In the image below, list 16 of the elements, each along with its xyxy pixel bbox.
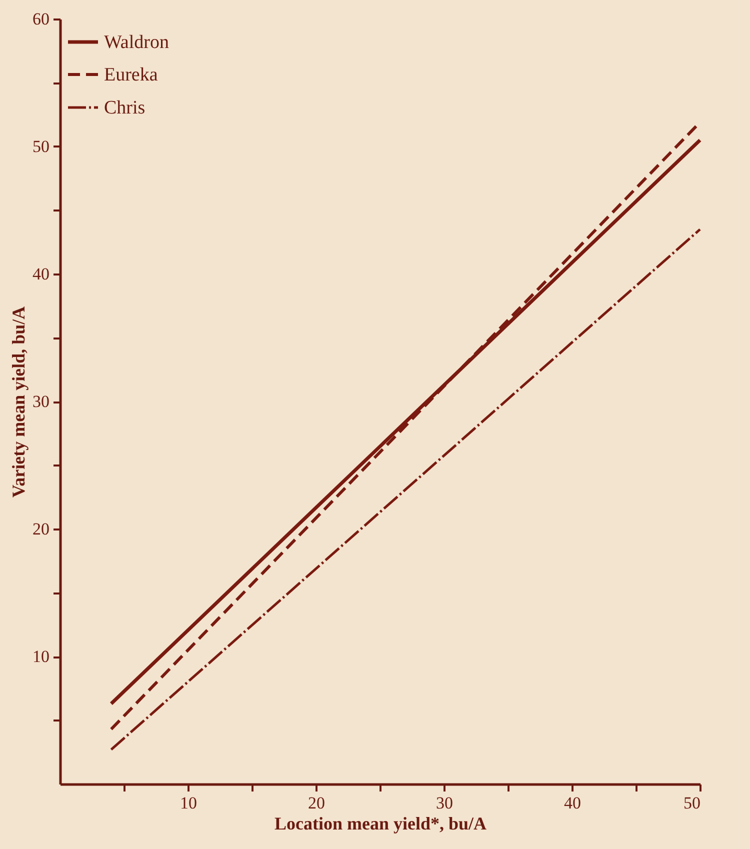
y-tick-label: 60: [32, 10, 50, 28]
x-tick-label: 50: [684, 794, 700, 812]
x-tick-label: 40: [564, 794, 581, 812]
x-axis-title: Location mean yield*, bu/A: [274, 814, 487, 834]
x-tick-label: 10: [180, 794, 197, 812]
y-tick-label: 50: [32, 137, 50, 156]
legend-label: Chris: [104, 98, 146, 118]
y-tick-label: 40: [32, 264, 50, 284]
legend-label: Eureka: [104, 64, 158, 86]
y-tick-label: 20: [32, 520, 50, 538]
x-tick-label: 30: [436, 794, 453, 812]
legend-label: Waldron: [104, 32, 170, 53]
y-tick-label: 10: [32, 647, 50, 666]
y-tick-label: 30: [32, 392, 50, 411]
y-axis-title: Variety mean yield, bu/A: [8, 306, 28, 498]
x-tick-label: 20: [308, 794, 325, 812]
